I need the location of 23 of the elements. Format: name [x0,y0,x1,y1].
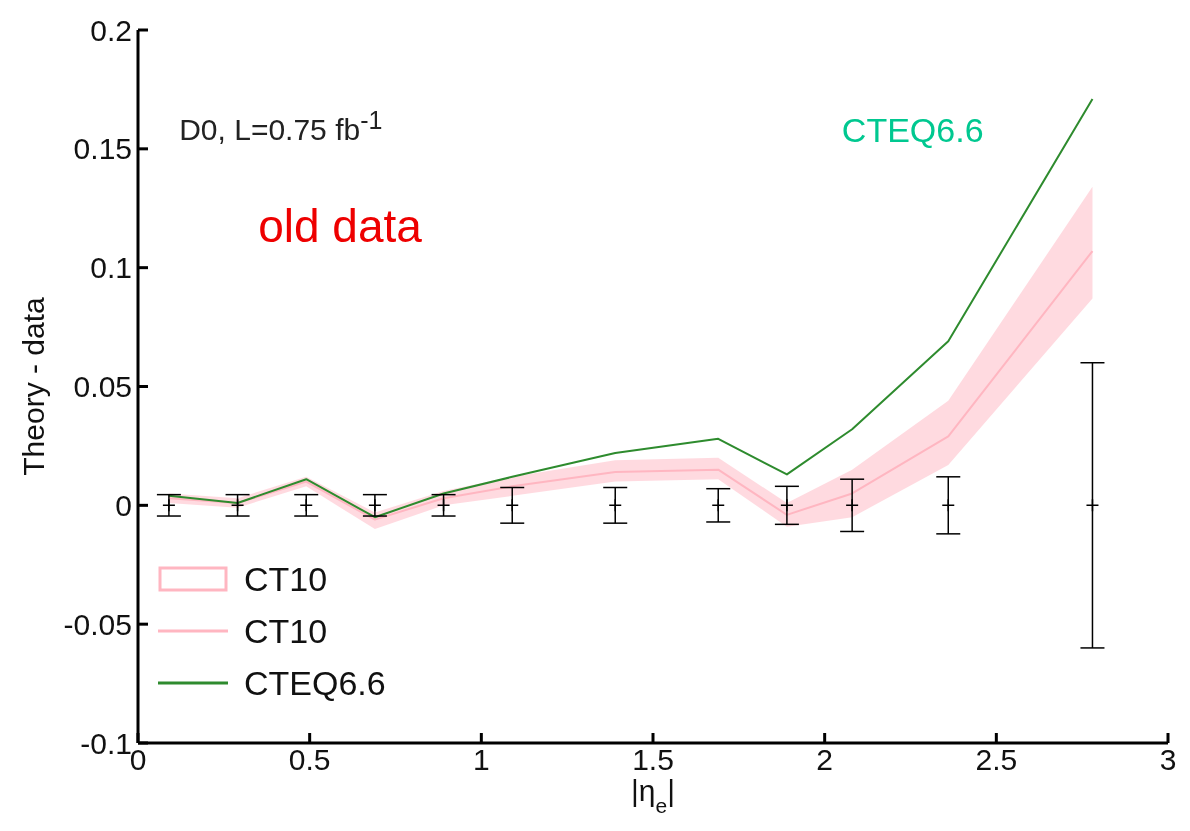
x-axis-title: |η$_{e}$| [631,774,675,817]
x-tick-label: 1.5 [632,743,674,777]
y-axis-title: Theory - data [17,296,50,476]
x-tick-label: 3 [1159,743,1177,777]
y-tick-label: 0.1 [90,251,132,285]
annotation: D0, L=0.75 fb$^{-1}$ [179,106,383,147]
text: CT10 [244,611,328,650]
x-tick-label: 0.5 [288,743,331,777]
line-series [167,97,1094,519]
legend-label: CTEQ6.6 [244,663,386,703]
y-tick-label: 0 [115,488,132,522]
line-series [167,250,1094,521]
x-tick-label: 2.5 [975,743,1018,777]
x-tick-label: 1 [472,743,490,777]
legend-label: CT10 [244,559,328,599]
y-tick-label: 0.15 [73,132,132,166]
y-tick-label: -0.1 [80,726,132,760]
annotation: old data [258,200,422,253]
y-tick-label: -0.05 [63,607,132,641]
x-tick-label: 2 [816,743,834,777]
annotation: CTEQ6.6 [841,111,984,150]
y-tick-label: 0.2 [90,13,132,47]
y-tick-label: 0.05 [73,370,132,404]
